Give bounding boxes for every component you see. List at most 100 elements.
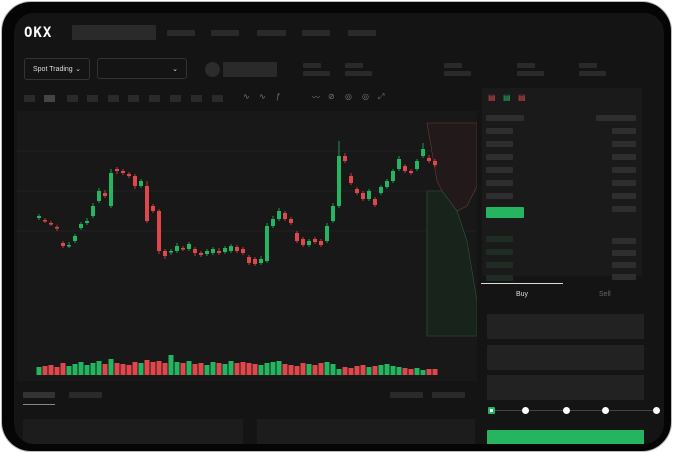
volume-bar xyxy=(84,365,90,375)
timeframe-button[interactable] xyxy=(87,95,98,102)
stat-label xyxy=(444,63,462,68)
volume-bar xyxy=(282,364,288,375)
market-type-label: Spot Trading xyxy=(33,65,73,73)
nav-item[interactable] xyxy=(167,30,195,36)
indicator-icon[interactable]: ∿ xyxy=(259,92,266,101)
volume-bar xyxy=(354,366,360,375)
amount-input[interactable] xyxy=(487,345,644,370)
buy-button[interactable] xyxy=(487,430,644,444)
timeframe-button[interactable] xyxy=(128,95,139,102)
volume-bar xyxy=(210,362,216,375)
orderbook-both-icon[interactable]: ▤ xyxy=(488,93,496,102)
percent-slider-track[interactable] xyxy=(492,410,657,411)
volume-bar xyxy=(36,367,42,375)
ask-size xyxy=(612,141,636,147)
filter-button[interactable] xyxy=(432,392,465,398)
tab-orders[interactable] xyxy=(23,392,55,398)
ask-size xyxy=(612,180,636,186)
timeframe-button[interactable] xyxy=(24,95,35,102)
timeframe-button[interactable] xyxy=(212,95,223,102)
candle-body xyxy=(283,213,287,219)
mid-price xyxy=(486,207,524,218)
market-type-dropdown[interactable]: Spot Trading ⌄ xyxy=(24,58,90,80)
nav-item[interactable] xyxy=(211,30,239,36)
candle-body xyxy=(43,220,47,222)
candle-body xyxy=(103,193,107,196)
total-input[interactable] xyxy=(487,375,644,400)
candle-body xyxy=(199,253,203,255)
volume-bar xyxy=(198,363,204,375)
search-input[interactable] xyxy=(72,25,156,40)
coin-icon xyxy=(205,62,220,77)
bid-price xyxy=(486,236,513,242)
volume-bar xyxy=(330,364,336,375)
ask-size xyxy=(612,128,636,134)
candlestick-chart[interactable] xyxy=(17,111,478,381)
volume-bar xyxy=(294,366,300,375)
orderbook-bids-icon[interactable]: ▤ xyxy=(503,93,511,102)
volume-bar xyxy=(150,362,156,375)
candle-body xyxy=(295,233,299,241)
volume-bar xyxy=(390,366,396,375)
price-input[interactable] xyxy=(487,314,644,339)
timeframe-button[interactable] xyxy=(149,95,160,102)
nav-item[interactable] xyxy=(302,30,330,36)
stat-label xyxy=(579,63,597,68)
volume-bar xyxy=(360,365,366,375)
candle-body xyxy=(337,156,341,206)
slider-stop[interactable] xyxy=(653,407,660,414)
candle-body xyxy=(181,248,185,250)
nav-item[interactable] xyxy=(348,30,376,36)
buy-tab-indicator xyxy=(481,283,563,284)
filter-button[interactable] xyxy=(390,392,423,398)
candle-body xyxy=(211,249,215,253)
candle-body xyxy=(385,181,389,187)
stat xyxy=(517,71,544,76)
candle-body xyxy=(85,221,89,223)
volume-bar xyxy=(324,362,330,375)
volume-bar xyxy=(60,363,66,375)
candle-body xyxy=(379,187,383,193)
formula-icon[interactable]: ƒ xyxy=(276,92,281,101)
nav-item[interactable] xyxy=(257,30,286,36)
candle-body xyxy=(349,176,353,183)
volume-bar xyxy=(168,355,174,375)
volume-bar xyxy=(402,368,408,375)
candle-body xyxy=(205,251,209,254)
volume-bar xyxy=(426,369,432,375)
candle-body xyxy=(73,236,77,241)
camera-icon[interactable]: ◎ xyxy=(345,92,352,101)
settings-icon[interactable]: ◎ xyxy=(362,92,369,101)
price-display xyxy=(223,62,277,77)
timeframe-button[interactable] xyxy=(191,95,202,102)
slider-stop[interactable] xyxy=(563,407,570,414)
fullscreen-icon[interactable]: ⤢ xyxy=(378,92,385,101)
indicator-icon[interactable]: ∿ xyxy=(243,92,250,101)
okx-logo[interactable]: OKX xyxy=(24,25,53,41)
tab-buy[interactable]: Buy xyxy=(516,291,529,298)
slider-stop[interactable] xyxy=(522,407,529,414)
candle-body xyxy=(163,251,167,256)
draw-icon[interactable]: ⊘ xyxy=(328,92,335,101)
volume-bar xyxy=(222,364,228,375)
candle-body xyxy=(241,249,245,253)
tab-sell[interactable]: Sell xyxy=(599,291,611,298)
candle-body xyxy=(157,211,161,251)
timeframe-button[interactable] xyxy=(108,95,119,102)
volume-bar xyxy=(54,367,60,375)
screen: OKX Spot Trading ⌄ ⌄ ∿ ∿ ƒ 〰 ⊘ ◎ ◎ ⤢ ▤ ▤ ▤ Buy … xyxy=(14,13,664,444)
pair-dropdown[interactable]: ⌄ xyxy=(97,58,187,79)
volume-bar xyxy=(240,362,246,375)
slider-stop[interactable] xyxy=(602,407,609,414)
candle-body xyxy=(151,206,155,211)
orderbook-asks-icon[interactable]: ▤ xyxy=(518,93,526,102)
timeframe-button[interactable] xyxy=(44,95,55,102)
timeframe-button[interactable] xyxy=(67,95,78,102)
slider-handle[interactable] xyxy=(488,407,495,414)
tab-history[interactable] xyxy=(69,392,102,398)
candle-body xyxy=(355,189,359,193)
candle-body xyxy=(115,169,119,171)
active-tab-indicator xyxy=(23,404,55,405)
timeframe-button[interactable] xyxy=(170,95,181,102)
line-icon[interactable]: 〰 xyxy=(312,93,320,102)
